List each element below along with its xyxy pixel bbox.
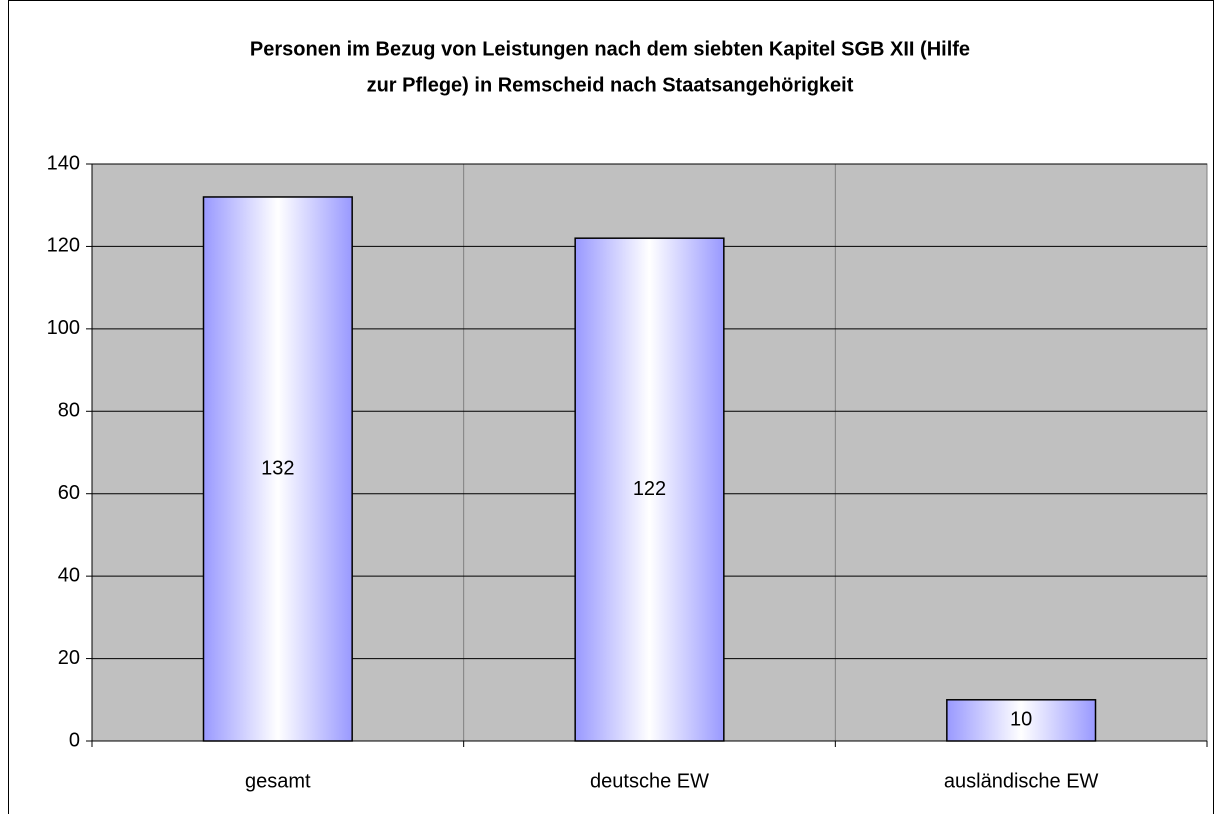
y-tick-label: 40: [58, 564, 80, 586]
y-tick-label: 140: [47, 152, 80, 174]
x-tick-label: ausländische EW: [944, 770, 1099, 792]
x-tick-label: gesamt: [245, 770, 311, 792]
y-tick-label: 80: [58, 400, 80, 422]
data-label: 10: [1010, 709, 1032, 731]
y-tick-label: 60: [58, 482, 80, 504]
bar: [574, 237, 725, 742]
data-label: 122: [633, 478, 666, 500]
chart-title: Personen im Bezug von Leistungen nach de…: [250, 38, 970, 60]
x-tick-label: deutsche EW: [590, 770, 709, 792]
chart-title: zur Pflege) in Remscheid nach Staatsange…: [367, 74, 854, 96]
data-label: 132: [261, 457, 294, 479]
y-tick-label: 100: [47, 317, 80, 339]
bar: [202, 196, 353, 742]
bar: [946, 699, 1097, 742]
y-tick-label: 0: [69, 729, 80, 751]
y-tick-label: 120: [47, 235, 80, 257]
y-tick-label: 20: [58, 647, 80, 669]
